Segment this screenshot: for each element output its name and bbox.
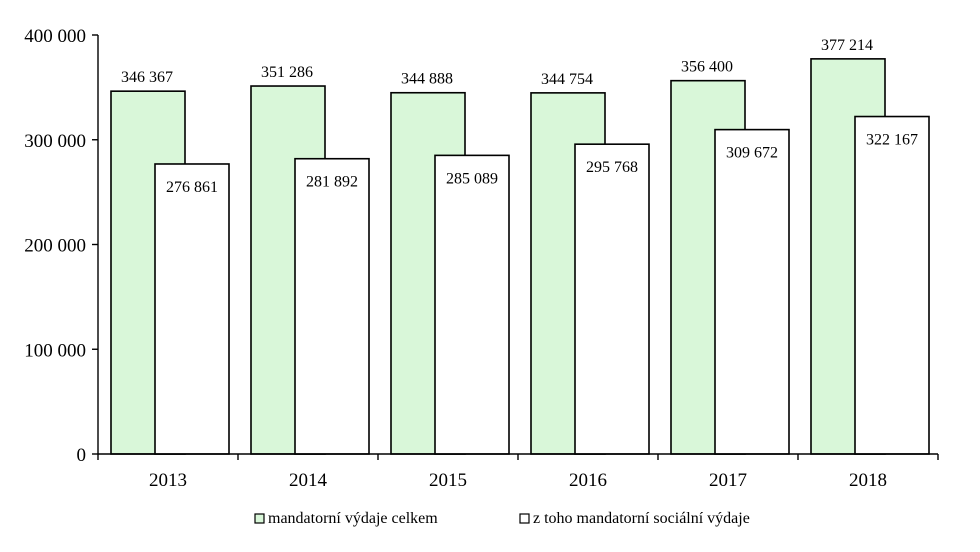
- x-tick-label-2014: 2014: [289, 470, 328, 491]
- x-tick-label-2017: 2017: [709, 470, 747, 491]
- data-label-social-2014: 281 892: [306, 174, 358, 191]
- legend-label-total: mandatorní výdaje celkem: [268, 510, 438, 527]
- bar-social-2016: [574, 143, 650, 455]
- bar-social-2018: [854, 115, 930, 455]
- data-label-social-2015: 285 089: [446, 170, 498, 187]
- data-label-social-2013: 276 861: [166, 179, 218, 196]
- y-tick-label: 400 000: [24, 26, 86, 47]
- x-tick-label-2013: 2013: [149, 470, 187, 491]
- legend-swatch-social: [519, 513, 530, 524]
- data-label-total-2014: 351 286: [261, 64, 313, 81]
- bar-social-2013: [154, 163, 230, 455]
- legend-label-social: z toho mandatorní sociální výdaje: [533, 510, 750, 527]
- bar-social-2017: [714, 128, 790, 455]
- data-label-social-2018: 322 167: [866, 132, 918, 149]
- data-label-total-2015: 344 888: [401, 71, 453, 88]
- bar-social-2014: [294, 157, 370, 455]
- data-label-total-2016: 344 754: [541, 71, 593, 88]
- y-tick-label: 300 000: [24, 131, 86, 152]
- x-tick-label-2015: 2015: [429, 470, 467, 491]
- data-label-total-2013: 346 367: [121, 69, 173, 86]
- legend-swatch-total: [254, 513, 265, 524]
- y-tick-label: 0: [77, 445, 87, 466]
- data-label-total-2018: 377 214: [821, 37, 873, 54]
- data-label-total-2017: 356 400: [681, 59, 733, 76]
- data-label-social-2017: 309 672: [726, 145, 778, 162]
- x-tick-label-2018: 2018: [849, 470, 887, 491]
- y-tick-label: 100 000: [24, 340, 86, 361]
- y-tick-label: 200 000: [24, 236, 86, 257]
- data-label-social-2016: 295 768: [586, 159, 638, 176]
- x-tick-label-2016: 2016: [569, 470, 607, 491]
- bar-social-2015: [434, 154, 510, 455]
